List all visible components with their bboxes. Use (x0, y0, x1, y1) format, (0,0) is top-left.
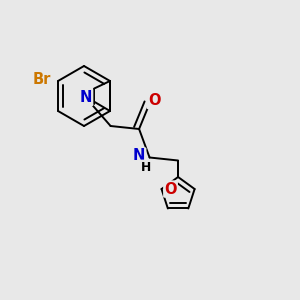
Text: N: N (133, 148, 145, 164)
Text: O: O (164, 182, 177, 196)
Text: N: N (80, 90, 92, 105)
Text: H: H (141, 160, 151, 174)
Text: Br: Br (32, 72, 51, 87)
Text: O: O (148, 93, 160, 108)
